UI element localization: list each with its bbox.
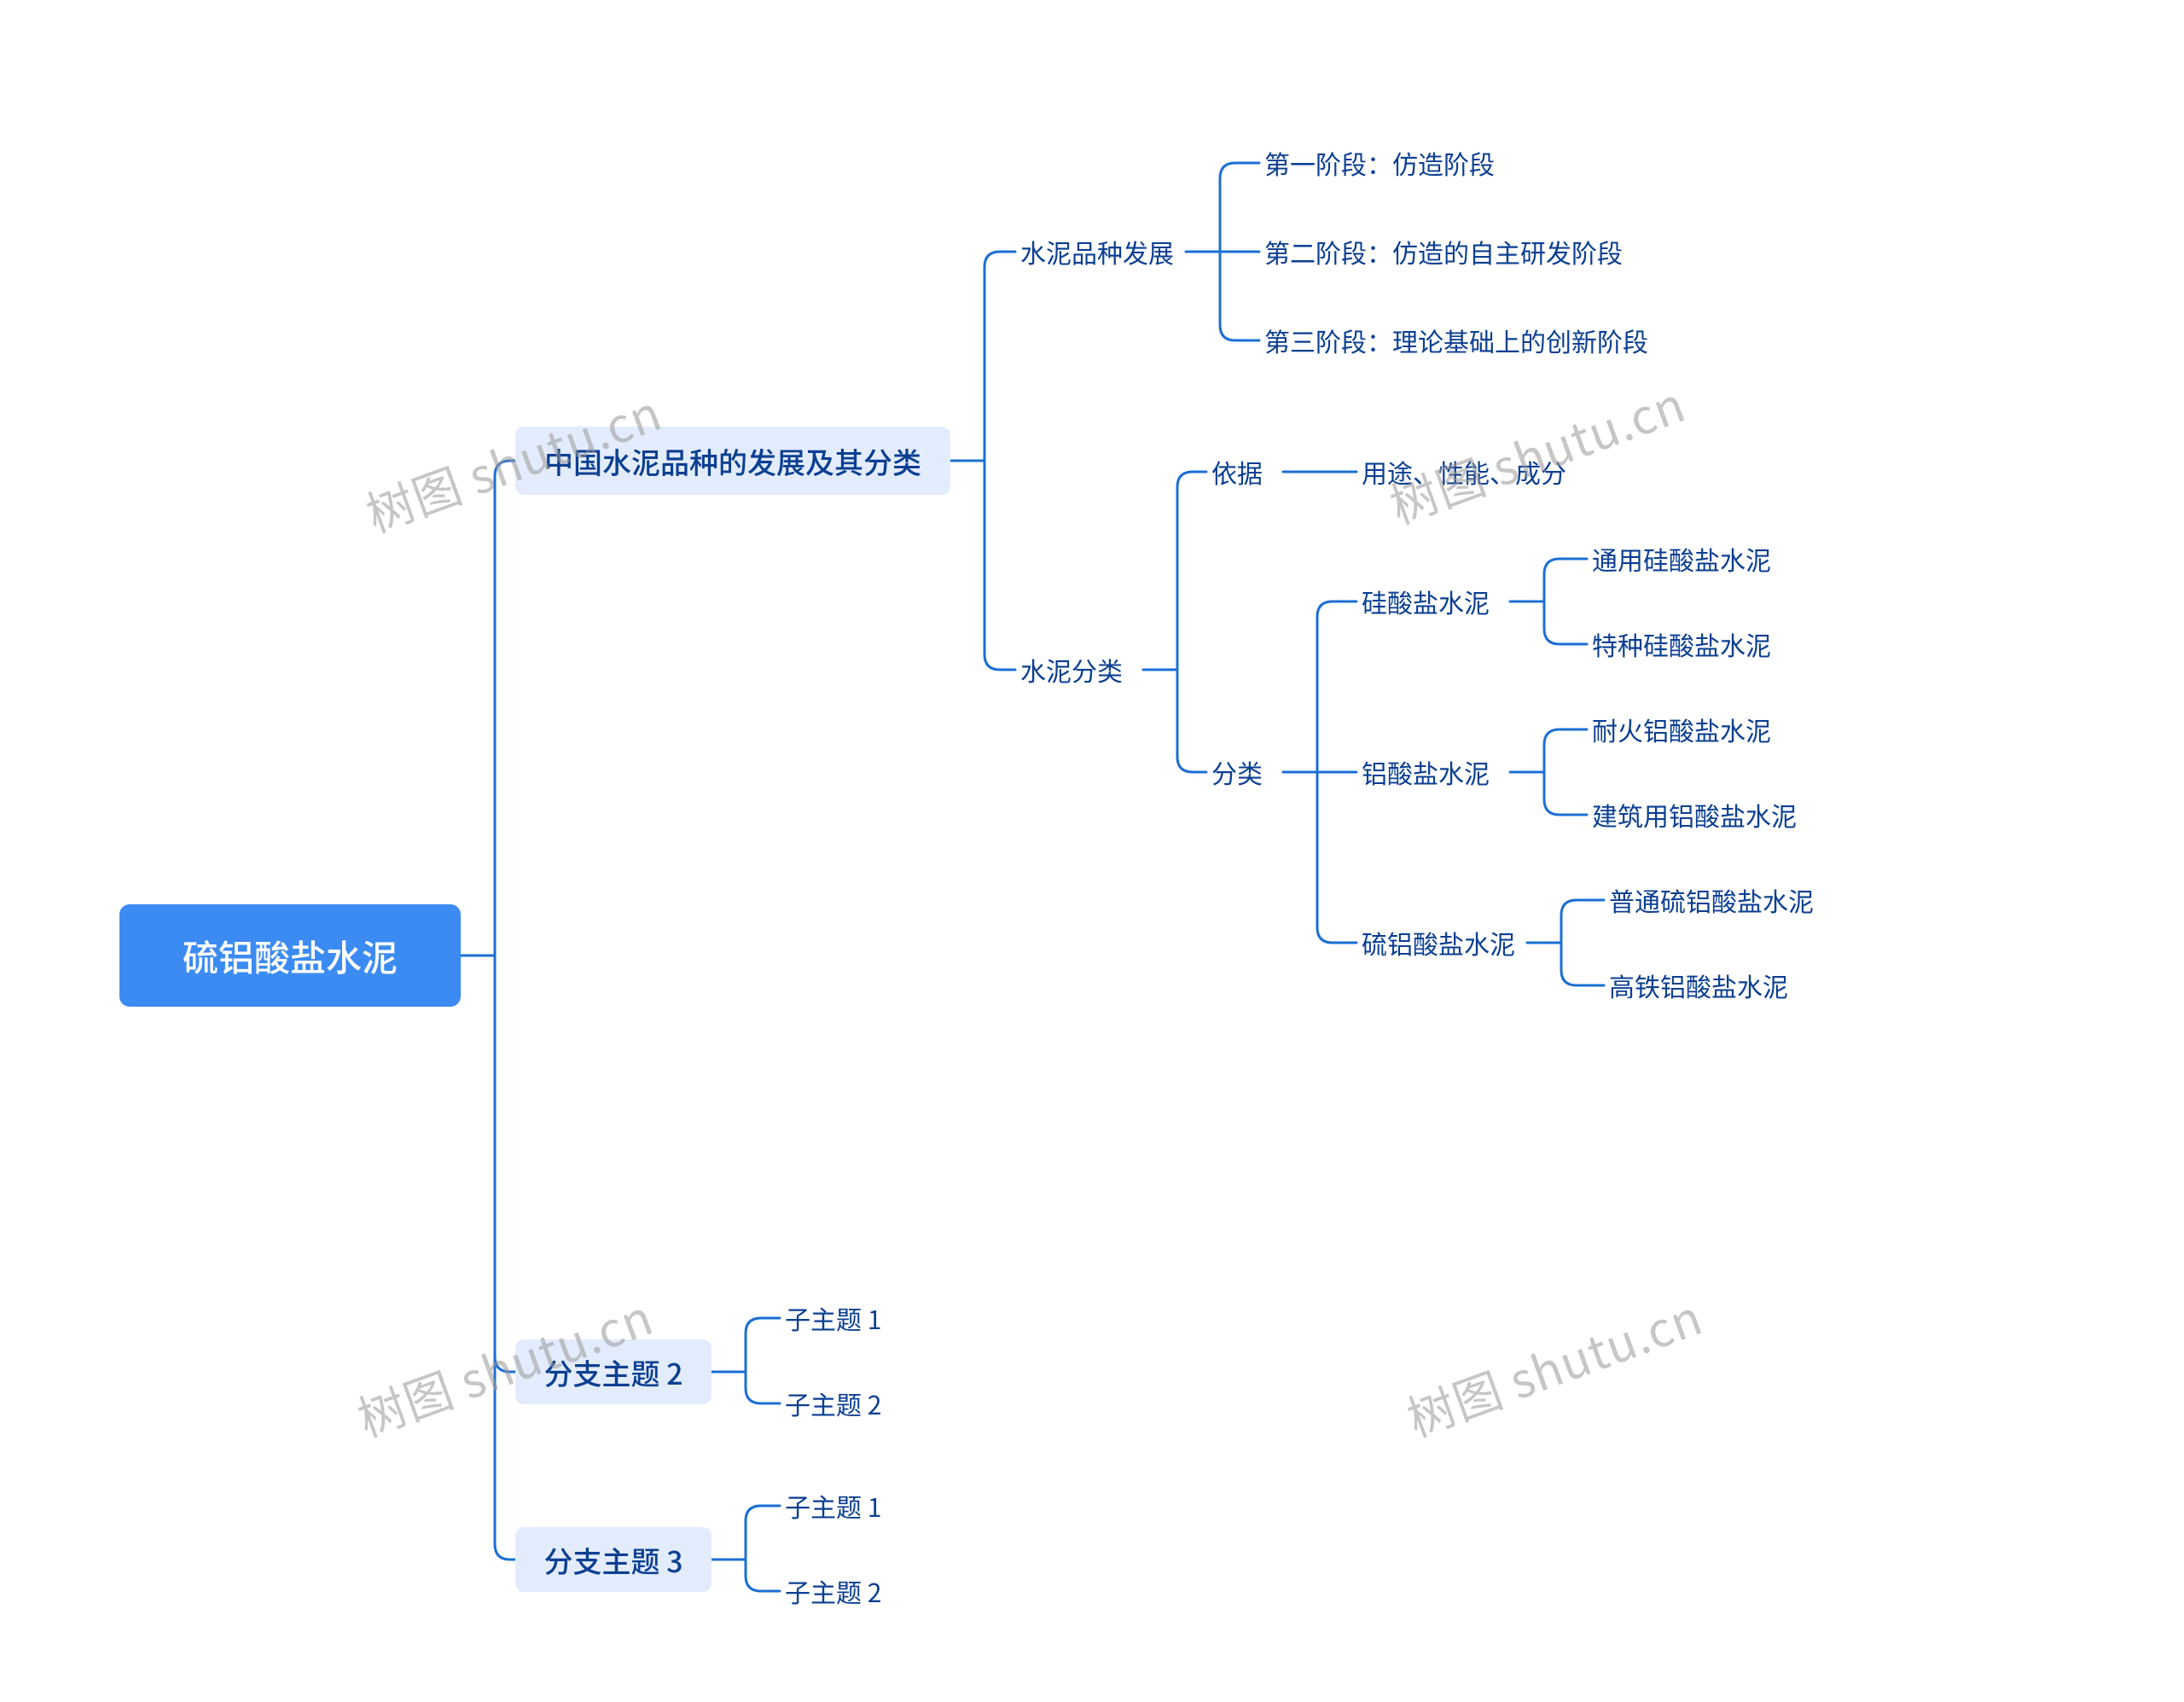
connector: [746, 1560, 780, 1591]
connector: [746, 1372, 780, 1403]
mindmap-node-n_d3[interactable]: 第三阶段：理论基础上的创新阶段: [1259, 319, 1669, 362]
connector: [985, 461, 1015, 670]
mindmap-node-n_yj[interactable]: 依据: [1206, 450, 1283, 493]
mindmap-node-n_su2[interactable]: 高铁铝酸盐水泥: [1604, 964, 1809, 1007]
mindmap-node-b3c2[interactable]: 子主题 2: [780, 1570, 908, 1612]
connector: [1544, 772, 1587, 815]
mindmap-node-n_d1[interactable]: 第一阶段：仿造阶段: [1259, 142, 1532, 184]
connector: [1561, 943, 1604, 985]
connector: [495, 461, 515, 956]
connector: [495, 956, 515, 1560]
mindmap-node-n_yjv[interactable]: 用途、性能、成分: [1356, 450, 1587, 493]
mindmap-node-n_su[interactable]: 硫铝酸盐水泥: [1356, 921, 1527, 964]
mindmap-node-n_al2[interactable]: 建筑用铝酸盐水泥: [1587, 793, 1817, 836]
mindmap-node-b2c2[interactable]: 子主题 2: [780, 1382, 908, 1425]
connector: [746, 1506, 780, 1560]
mindmap-node-b2c1[interactable]: 子主题 1: [780, 1297, 908, 1339]
mindmap-node-n_su1[interactable]: 普通硫铝酸盐水泥: [1604, 879, 1826, 921]
connector: [1220, 252, 1259, 340]
connector: [1544, 601, 1587, 644]
connector: [1177, 670, 1206, 772]
mindmap-node-n_si1[interactable]: 通用硅酸盐水泥: [1587, 537, 1792, 580]
mindmap-node-root[interactable]: 硫铝酸盐水泥: [119, 904, 461, 1007]
connector: [1561, 900, 1604, 943]
connector: [985, 252, 1015, 461]
connector: [495, 956, 515, 1372]
mindmap-node-n_dev[interactable]: 水泥品种发展: [1015, 230, 1186, 273]
connector: [1220, 163, 1259, 252]
connector: [1544, 559, 1587, 601]
mindmap-node-b3[interactable]: 分支主题 3: [515, 1527, 712, 1592]
connector: [1317, 772, 1356, 943]
connector: [746, 1318, 780, 1372]
mindmap-node-n_d2[interactable]: 第二阶段：仿造的自主研发阶段: [1259, 230, 1652, 273]
mindmap-node-n_al1[interactable]: 耐火铝酸盐水泥: [1587, 708, 1792, 751]
connector: [1544, 729, 1587, 772]
mindmap-node-b2[interactable]: 分支主题 2: [515, 1339, 712, 1404]
mindmap-node-n_si2[interactable]: 特种硅酸盐水泥: [1587, 623, 1792, 665]
mindmap-node-n_al[interactable]: 铝酸盐水泥: [1356, 751, 1510, 793]
mindmap-node-n_si[interactable]: 硅酸盐水泥: [1356, 580, 1510, 623]
connector: [1177, 472, 1206, 670]
mindmap-node-n_fl[interactable]: 分类: [1206, 751, 1283, 793]
connector: [1317, 601, 1356, 772]
mindmap-node-n_cls[interactable]: 水泥分类: [1015, 648, 1143, 691]
mindmap-node-b1[interactable]: 中国水泥品种的发展及其分类: [515, 427, 950, 495]
mindmap-node-b3c1[interactable]: 子主题 1: [780, 1484, 908, 1527]
